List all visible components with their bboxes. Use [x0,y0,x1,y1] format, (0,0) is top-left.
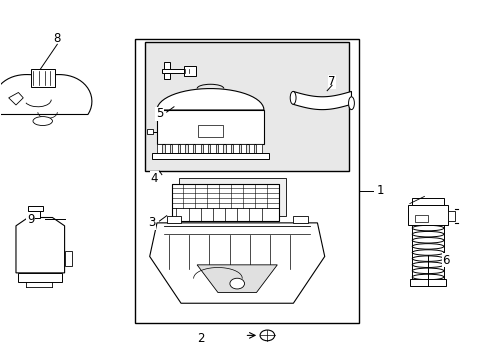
Polygon shape [149,223,324,303]
Bar [30,211,40,217]
Bar [135,39,358,323]
Polygon shape [197,265,277,293]
Bar [30,69,55,87]
Text: 1: 1 [376,184,384,197]
Text: 6: 6 [442,254,449,267]
Bar [411,198,443,205]
Ellipse shape [348,97,354,110]
Polygon shape [16,217,64,273]
Bar [218,144,223,155]
Bar [409,279,446,287]
Bar [64,251,72,266]
Bar [187,144,192,155]
Bar [447,211,454,221]
Text: 5: 5 [155,107,163,120]
Bar [171,184,278,221]
Text: 7: 7 [327,75,335,88]
Bar [164,144,170,155]
Text: 8: 8 [54,32,61,45]
Text: 2: 2 [197,333,204,346]
Bar [157,144,162,155]
Bar [183,66,196,76]
Bar [19,273,62,282]
Bar [162,68,183,73]
Text: 3: 3 [148,216,156,229]
Bar [233,144,238,155]
Text: 9: 9 [27,213,34,226]
Circle shape [229,278,244,289]
Text: 4: 4 [150,172,158,185]
Ellipse shape [289,91,295,104]
Bar [407,205,447,225]
Bar [198,125,222,137]
Bar [414,215,427,222]
Bar [164,73,170,79]
Bar [256,144,261,155]
Bar [210,144,215,155]
Bar [241,144,246,155]
Bar [28,206,42,211]
Bar [166,216,181,223]
Bar [292,216,307,223]
Bar [147,129,153,134]
Polygon shape [157,89,264,110]
Bar [195,144,200,155]
Ellipse shape [33,117,52,126]
Bar [180,144,185,155]
Polygon shape [9,93,23,105]
Bar [164,62,170,68]
Bar [144,42,348,171]
Bar [179,178,285,216]
Bar [225,144,231,155]
Bar [248,144,253,155]
Polygon shape [292,91,351,109]
Polygon shape [0,75,92,114]
Bar [157,110,264,144]
Bar [172,144,177,155]
Circle shape [260,330,274,341]
Bar [152,153,268,158]
Bar [203,144,208,155]
